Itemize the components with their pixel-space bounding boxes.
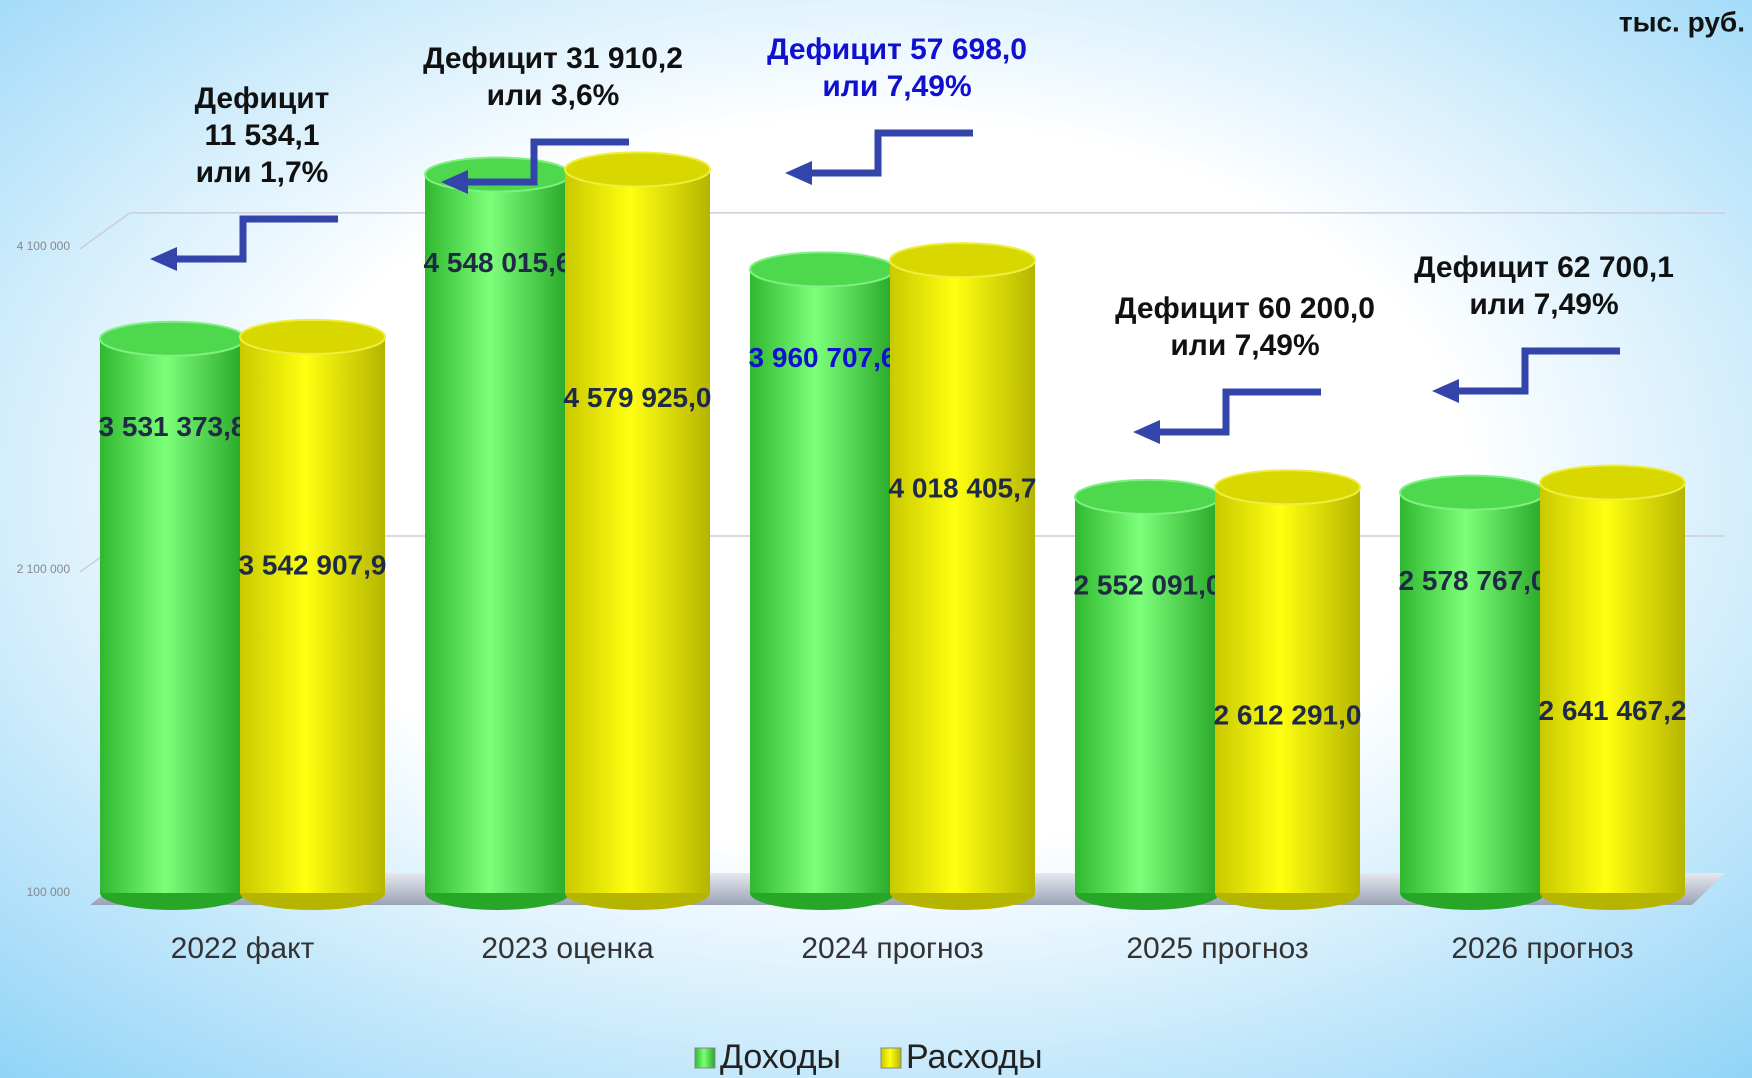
arrow xyxy=(458,138,629,186)
bar-cap xyxy=(889,242,1036,279)
x-tick-label: 2022 факт xyxy=(171,932,315,965)
arrow xyxy=(1150,388,1321,436)
bar xyxy=(1540,482,1685,893)
annotation: или 7,49% xyxy=(822,70,971,103)
bar xyxy=(565,169,710,894)
annotation: Дефицит xyxy=(195,82,330,115)
x-tick-label: 2023 оценка xyxy=(481,932,654,965)
x-tick-label: 2024 прогноз xyxy=(801,932,983,965)
legend-swatch xyxy=(694,1047,716,1069)
y-tick-label: 2 100 000 xyxy=(17,562,71,576)
arrow-head xyxy=(1133,420,1160,444)
annotation: 11 534,1 xyxy=(204,119,319,152)
bar xyxy=(750,269,895,893)
legend-swatch xyxy=(880,1047,902,1069)
bar-cap xyxy=(239,318,386,355)
arrow-head xyxy=(1432,379,1459,403)
bar xyxy=(1075,496,1220,893)
bar xyxy=(425,174,570,894)
annotation: или 1,7% xyxy=(196,156,329,189)
bar-cap xyxy=(99,320,246,357)
arrow xyxy=(802,129,973,177)
bar-cap xyxy=(564,151,711,188)
legend-label: Доходы xyxy=(720,1038,841,1076)
x-tick-label: 2025 прогноз xyxy=(1126,932,1308,965)
value-label: 2 641 467,2 xyxy=(1539,695,1687,726)
value-label: 3 531 373,8 xyxy=(99,411,247,442)
unit-note: тыс. руб. xyxy=(1619,6,1745,37)
bar-cap xyxy=(749,251,896,288)
bar-cap xyxy=(1214,469,1361,506)
bar xyxy=(240,336,385,894)
value-label: 3 542 907,9 xyxy=(239,549,387,580)
arrow-head xyxy=(441,170,468,194)
bar xyxy=(1215,487,1360,893)
annotation: Дефицит 62 700,1 xyxy=(1414,251,1674,284)
annotation: или 3,6% xyxy=(487,79,620,112)
arrow-head xyxy=(785,161,812,185)
value-label: 4 548 015,6 xyxy=(424,247,572,278)
legend-label: Расходы xyxy=(906,1038,1043,1076)
bar xyxy=(1400,492,1545,893)
grid-line xyxy=(79,212,131,250)
value-label: 2 612 291,0 xyxy=(1214,700,1362,731)
x-tick-label: 2026 прогноз xyxy=(1451,932,1633,965)
annotation: Дефицит 57 698,0 xyxy=(767,33,1027,66)
bar xyxy=(100,338,245,893)
bar-cap xyxy=(1399,474,1546,511)
annotation: или 7,49% xyxy=(1469,288,1618,321)
value-label: 4 018 405,7 xyxy=(889,472,1037,503)
bar-cap xyxy=(1074,478,1221,515)
y-tick-label: 4 100 000 xyxy=(17,239,71,253)
value-label: 2 552 091,0 xyxy=(1074,569,1222,600)
arrow-head xyxy=(150,247,177,271)
annotation: или 7,49% xyxy=(1170,329,1319,362)
value-label: 2 578 767,0 xyxy=(1399,565,1547,596)
annotation: Дефицит 60 200,0 xyxy=(1115,292,1375,325)
bar xyxy=(890,260,1035,893)
arrow xyxy=(167,215,338,263)
bar-cap xyxy=(424,156,571,193)
bar-cap xyxy=(1539,464,1686,501)
annotation: Дефицит 31 910,2 xyxy=(423,42,683,75)
arrow xyxy=(1449,347,1620,395)
value-label: 3 960 707,6 xyxy=(749,342,897,373)
value-label: 4 579 925,0 xyxy=(564,382,712,413)
y-tick-label: 100 000 xyxy=(27,885,71,899)
